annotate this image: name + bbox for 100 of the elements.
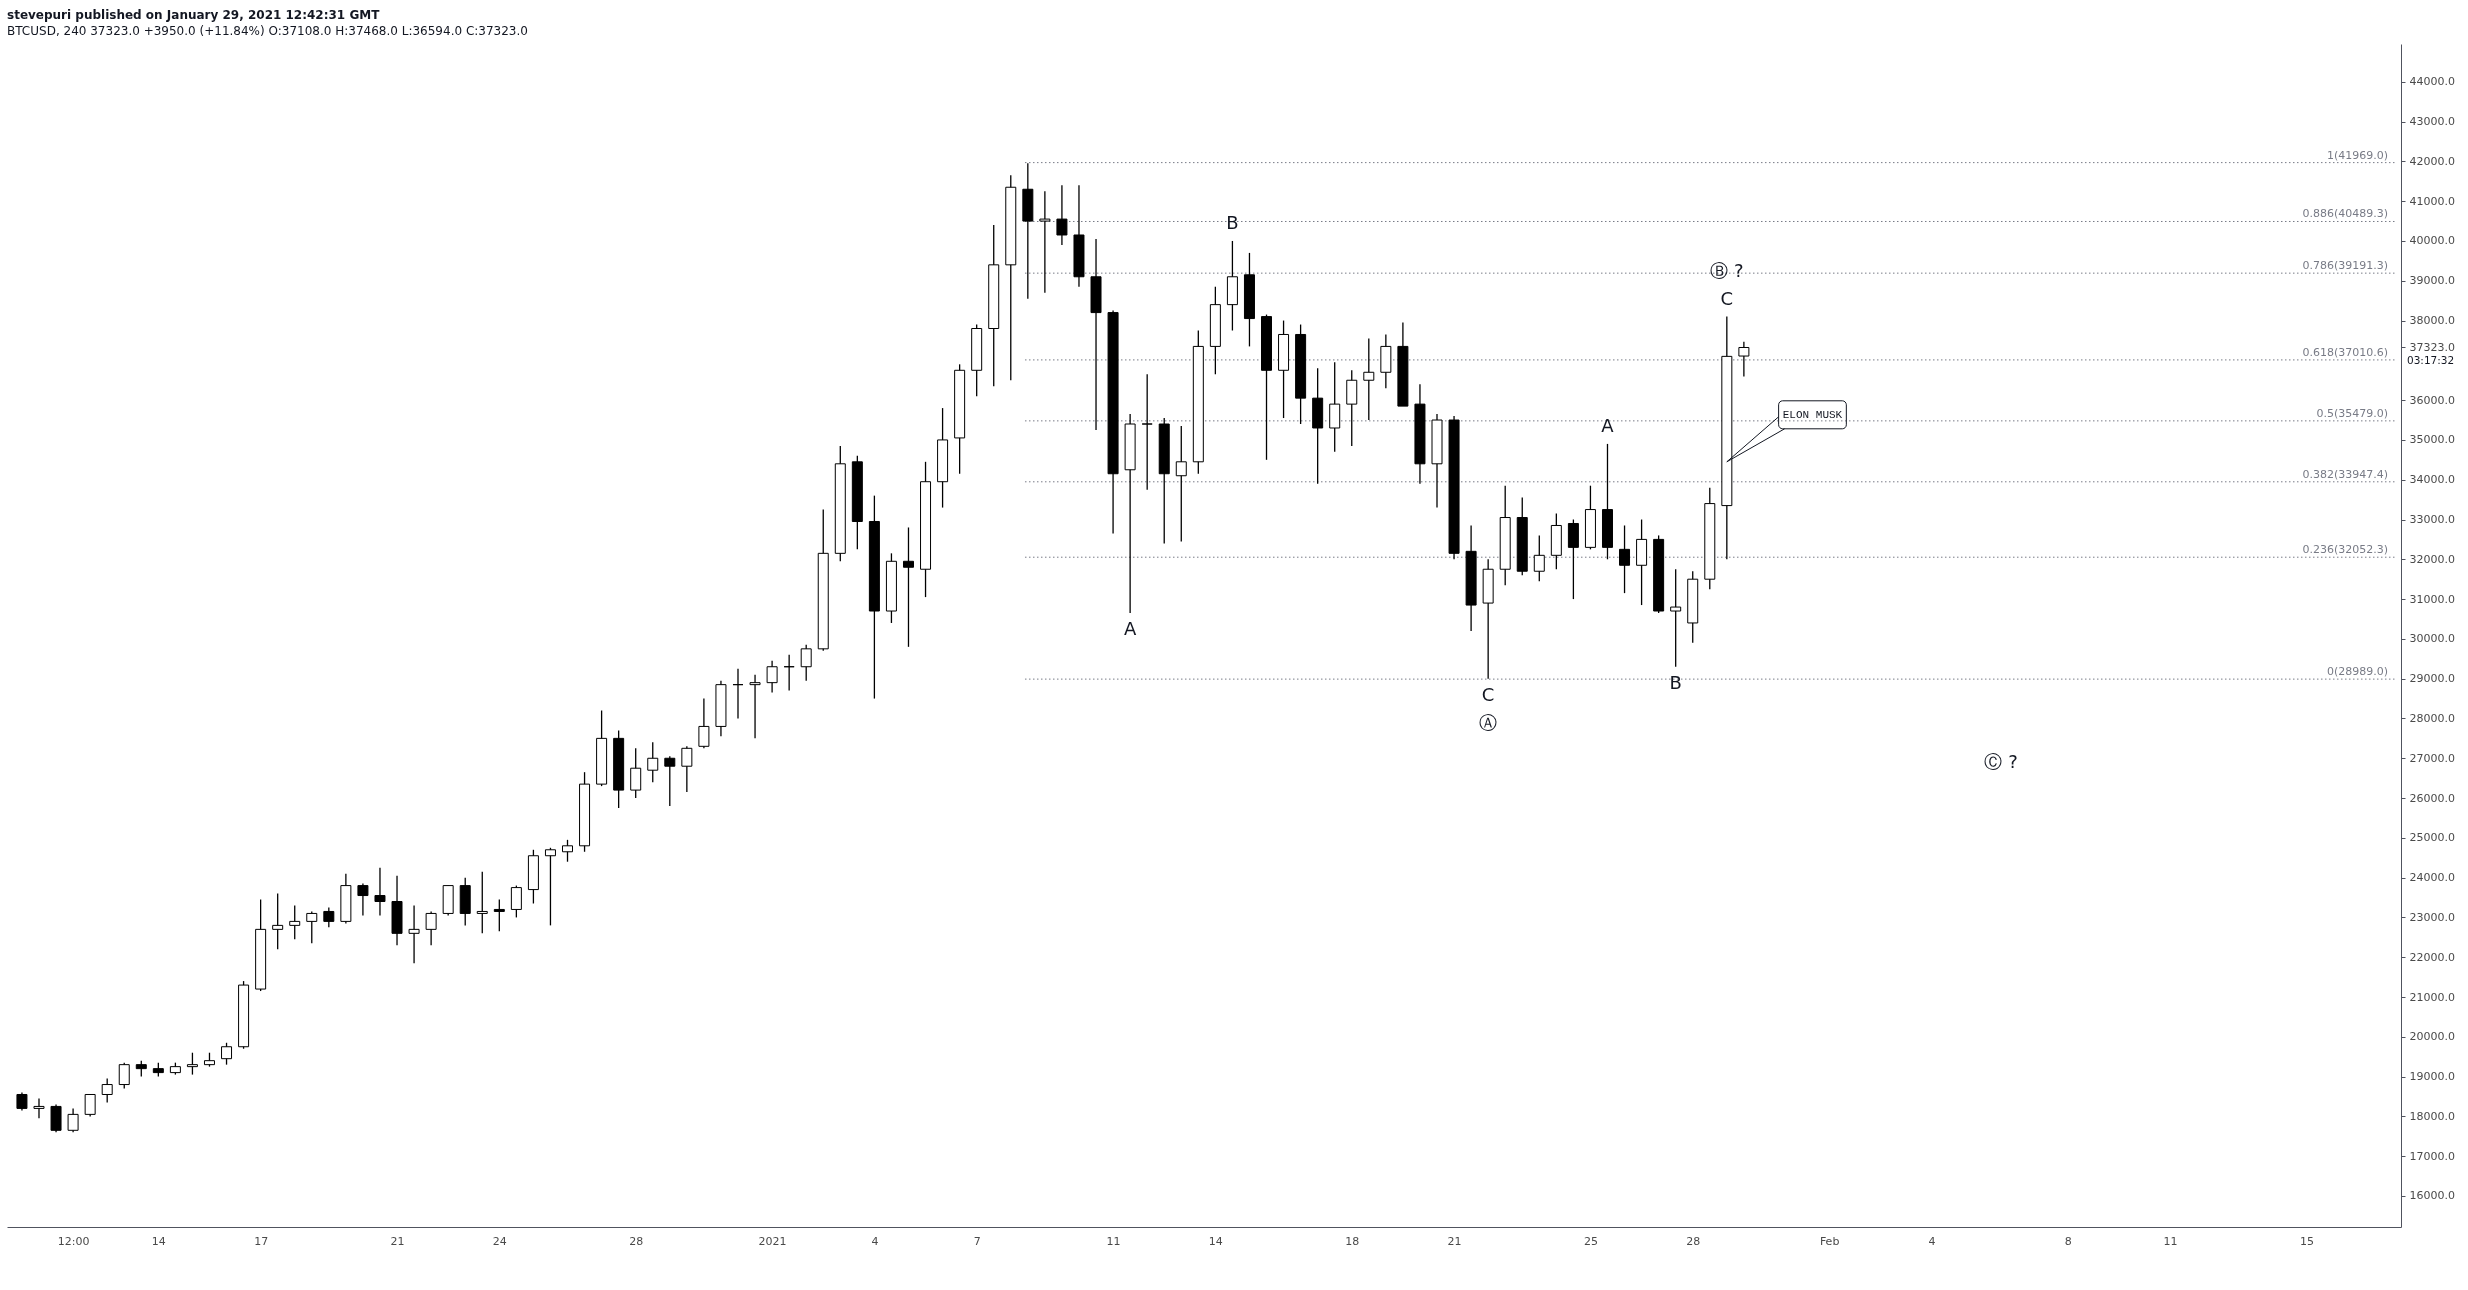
candlestick: [323, 906, 335, 929]
candlestick: [84, 1093, 96, 1118]
y-tick-label: 37323.0: [2409, 340, 2455, 354]
candlestick: [510, 884, 522, 919]
x-tick-label: 25: [1583, 1234, 1598, 1248]
y-tick-label: 17000.0: [2409, 1149, 2455, 1163]
candlestick: [544, 847, 556, 927]
x-tick-label: 14: [151, 1234, 166, 1248]
candlestick: [1056, 184, 1068, 246]
candlestick: [425, 910, 437, 946]
x-tick-label: 28: [629, 1234, 644, 1248]
candlestick: [783, 654, 795, 692]
series-label: 0(28989.0): [2326, 665, 2388, 679]
annotation: Ⓒ ?: [1984, 751, 2018, 773]
candlestick: [186, 1052, 198, 1076]
chart-title: stevepuri published on January 29, 2021 12:42:31 GMT: [7, 8, 381, 22]
y-tick-label: 22000.0: [2409, 950, 2455, 964]
candlestick: [272, 892, 284, 950]
candlestick: [476, 871, 488, 934]
annotation: Ⓑ ?: [1710, 259, 1744, 281]
y-tick-label: 16000.0: [2409, 1189, 2455, 1203]
y-tick-label: 39000.0: [2409, 274, 2455, 288]
candlestick: [50, 1103, 62, 1133]
candlestick: [289, 904, 301, 940]
y-tick-label: 42000.0: [2409, 154, 2455, 168]
series-label: 1(41969.0): [2326, 148, 2388, 162]
x-tick-label: 21: [390, 1234, 405, 1248]
x-tick-label: 21: [1447, 1234, 1462, 1248]
candlestick: [221, 1042, 233, 1066]
candlestick: [749, 674, 761, 740]
x-tick-label: 17: [254, 1234, 269, 1248]
annotation: B: [1669, 671, 1682, 693]
candlestick: [766, 660, 778, 694]
annotation: A: [1601, 414, 1615, 436]
candlestick: [357, 882, 369, 917]
y-tick-label: 25000.0: [2409, 831, 2455, 845]
series-label: 0.618(37010.6): [2302, 345, 2388, 359]
y-tick-label: 34000.0: [2409, 473, 2455, 487]
x-tick-label: Feb: [1819, 1234, 1840, 1248]
y-tick-label: 19000.0: [2409, 1070, 2455, 1084]
candlestick: [374, 867, 386, 917]
series-label: 0.236(32052.3): [2302, 543, 2388, 557]
candlestick: [647, 741, 659, 783]
y-tick-label: 23000.0: [2409, 910, 2455, 924]
x-tick-label: 11: [2163, 1234, 2178, 1248]
annotation: Ⓐ: [1479, 711, 1498, 733]
y-tick-label: 26000.0: [2409, 791, 2455, 805]
x-tick-label: 4: [1928, 1234, 1936, 1248]
y-tick-label: 35000.0: [2409, 433, 2455, 447]
y-tick-label: 40000.0: [2409, 234, 2455, 248]
text: 03:17:32: [2407, 354, 2455, 367]
y-tick-label: 44000.0: [2409, 75, 2455, 89]
x-tick-label: 7: [973, 1234, 981, 1248]
candlestick: [408, 904, 420, 964]
candlestick: [681, 745, 693, 793]
candlestick: [664, 755, 676, 807]
annotation: C: [1720, 287, 1734, 309]
candlestick: [118, 1062, 130, 1090]
candlestick: [1567, 518, 1579, 600]
series-label: 0.5(35479.0): [2316, 406, 2388, 420]
x-tick-label: 14: [1208, 1234, 1223, 1248]
series-label: 0.382(33947.4): [2302, 467, 2388, 481]
candlestick: [698, 697, 710, 749]
y-tick-label: 33000.0: [2409, 513, 2455, 527]
y-tick-label: 21000.0: [2409, 990, 2455, 1004]
candlestick: [902, 526, 914, 648]
y-tick-label: 32000.0: [2409, 552, 2455, 566]
candlestick: [33, 1097, 45, 1120]
candlestick: [1533, 534, 1545, 582]
candlestick: [67, 1107, 79, 1133]
candlestick: [630, 747, 642, 799]
annotation: C: [1481, 683, 1495, 705]
annotation: A: [1123, 618, 1137, 640]
y-tick-label: 38000.0: [2409, 314, 2455, 328]
y-tick-label: 20000.0: [2409, 1030, 2455, 1044]
x-tick-label: 8: [2064, 1234, 2072, 1248]
candlestick: [732, 668, 744, 720]
x-tick-label: 2021: [758, 1234, 787, 1248]
y-tick-label: 36000.0: [2409, 393, 2455, 407]
y-tick-label: 28000.0: [2409, 711, 2455, 725]
chart-subtitle: BTCUSD, 240 37323.0 +3950.0 (+11.84%) O:37108.0 H:37468.0 L:36594.0 C:37323.0: [7, 24, 528, 38]
x-tick-label: 11: [1106, 1234, 1121, 1248]
candlestick: [1039, 190, 1051, 294]
candlestick: [1363, 337, 1375, 421]
candlestick: [1670, 568, 1682, 668]
candlestick: [1329, 361, 1341, 453]
x-tick-label: 24: [492, 1234, 507, 1248]
candlestick: [1141, 373, 1153, 491]
candlestick: [562, 839, 574, 863]
y-tick-label: 27000.0: [2409, 751, 2455, 765]
x-tick-label: 15: [2299, 1234, 2314, 1248]
y-tick-label: 41000.0: [2409, 194, 2455, 208]
series-label: 0.786(39191.3): [2302, 259, 2388, 273]
x-tick-label: 28: [1686, 1234, 1701, 1248]
candlestick: [800, 644, 812, 682]
y-tick-label: 24000.0: [2409, 871, 2455, 885]
candlestick: [1738, 341, 1750, 378]
y-tick-label: 18000.0: [2409, 1109, 2455, 1123]
x-tick-label: 4: [871, 1234, 879, 1248]
candlestick: [1175, 425, 1187, 543]
